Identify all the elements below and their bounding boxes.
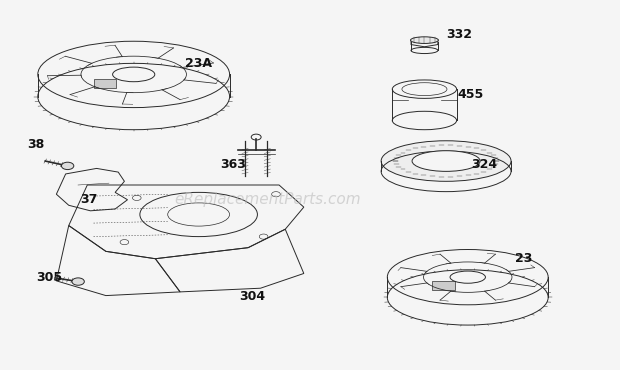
Text: 305: 305 [37, 271, 63, 284]
Ellipse shape [410, 37, 438, 43]
Text: 455: 455 [457, 88, 484, 101]
Text: 37: 37 [80, 194, 97, 206]
Text: 23: 23 [515, 252, 533, 265]
Text: 324: 324 [471, 158, 497, 171]
Bar [433, 281, 454, 290]
Text: 23A: 23A [185, 57, 212, 70]
Circle shape [72, 278, 84, 285]
Ellipse shape [412, 151, 480, 171]
Text: 363: 363 [220, 158, 246, 171]
Bar [94, 79, 116, 88]
Text: 38: 38 [27, 138, 45, 151]
Circle shape [61, 162, 74, 169]
Text: eReplacementParts.com: eReplacementParts.com [174, 192, 361, 207]
Text: 304: 304 [239, 290, 265, 303]
Text: 332: 332 [446, 27, 472, 41]
Ellipse shape [381, 141, 511, 181]
